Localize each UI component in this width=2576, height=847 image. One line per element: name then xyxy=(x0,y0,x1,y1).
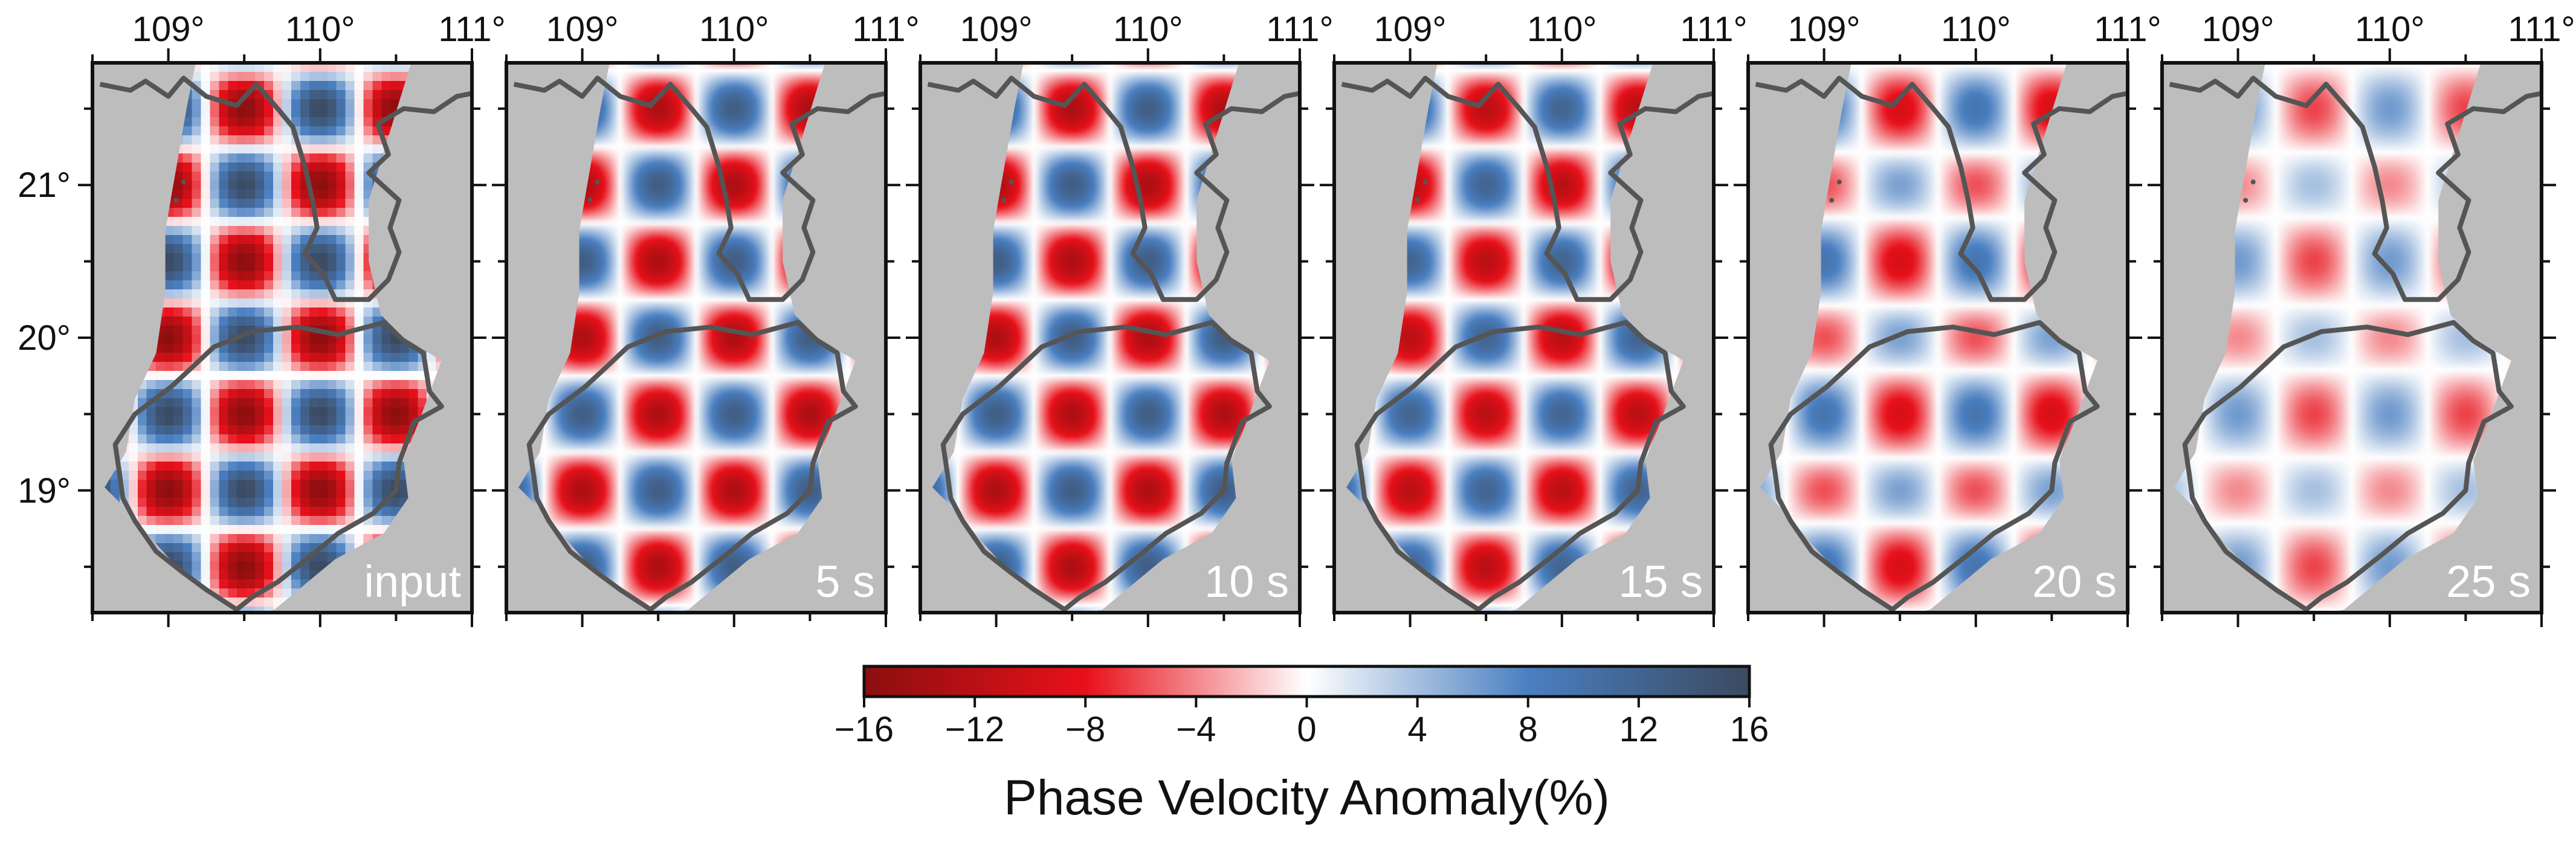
x-tick-label: 110° xyxy=(2355,10,2425,49)
coastline-mainland xyxy=(513,76,886,302)
panel-label: 15 s xyxy=(1618,556,1703,607)
colorbar-tick-label: −12 xyxy=(945,710,1004,749)
x-tick-label: 111° xyxy=(2094,10,2161,49)
coastline-mainland xyxy=(1755,76,2128,302)
panel-label: 5 s xyxy=(815,556,875,607)
island-mark xyxy=(1001,198,1007,203)
island-mark xyxy=(1415,198,1421,203)
coastline-hainan xyxy=(940,320,1272,612)
panel-label: 25 s xyxy=(2446,556,2531,607)
x-tick-label: 111° xyxy=(1680,10,1747,49)
map-panel: 109° 110° 111° 5 s xyxy=(492,10,920,627)
colorbar: −16 −12 −8 −4 0 4 8 12 16 Phase Velocity Anomaly… xyxy=(834,665,1769,825)
x-tick-label: 111° xyxy=(438,10,505,49)
x-tick-label: 110° xyxy=(1941,10,2011,49)
y-tick-label: 19° xyxy=(18,471,71,510)
panel-label: input xyxy=(364,556,462,607)
colorbar-ticks: −16 −12 −8 −4 0 4 8 12 16 xyxy=(834,697,1769,749)
y-tick-label: 21° xyxy=(18,166,71,205)
colorbar-title: Phase Velocity Anomaly(%) xyxy=(1004,770,1610,825)
island-mark xyxy=(1829,198,1835,203)
coastline-hainan xyxy=(1768,320,2100,612)
panel-label: 10 s xyxy=(1204,556,1289,607)
map-panel: 109° 110° 111° 15 s xyxy=(1320,10,1748,627)
island-mark xyxy=(1836,179,1842,185)
map-panel: 109° 110° 111° 25 s xyxy=(2148,10,2575,627)
x-tick-label: 111° xyxy=(852,10,919,49)
map-panel: 109° 110° 111° 20 s xyxy=(1734,10,2161,627)
colorbar-tick-label: 16 xyxy=(1730,710,1769,749)
panel-label: 20 s xyxy=(2032,556,2117,607)
map-panel: 109° 110° 111° 19° 20° 21° input xyxy=(18,10,506,627)
colorbar-tick-label: 0 xyxy=(1297,710,1316,749)
island-mark xyxy=(181,179,186,185)
y-tick-label: 20° xyxy=(18,318,71,358)
colorbar-tick-label: 8 xyxy=(1519,710,1538,749)
island-mark xyxy=(173,198,179,203)
x-tick-label: 110° xyxy=(1527,10,1597,49)
coastline-mainland xyxy=(1341,76,1714,302)
island-mark xyxy=(1422,179,1428,185)
coastline-hainan xyxy=(1354,320,1686,612)
x-tick-label: 109° xyxy=(960,10,1033,49)
x-tick-label: 109° xyxy=(132,10,205,49)
coastline-mainland xyxy=(927,76,1300,302)
colorbar-tick-label: −8 xyxy=(1065,710,1105,749)
island-mark xyxy=(2250,179,2256,185)
colorbar-tick-label: 12 xyxy=(1619,710,1659,749)
x-tick-label: 109° xyxy=(2202,10,2274,49)
x-tick-label: 109° xyxy=(546,10,619,49)
coastline-hainan xyxy=(112,320,444,612)
x-tick-label: 111° xyxy=(2508,10,2575,49)
island-mark xyxy=(2243,198,2248,203)
coastline-mainland xyxy=(2169,76,2542,302)
colorbar-tick-label: −16 xyxy=(834,710,894,749)
map-panels: 109° 110° 111° 19° 20° 21° input 109° 110° 111° 5 … xyxy=(18,10,2575,627)
x-tick-label: 109° xyxy=(1374,10,1447,49)
colorbar-tick-label: −4 xyxy=(1176,710,1216,749)
colorbar-gradient xyxy=(862,665,1751,698)
x-tick-label: 109° xyxy=(1788,10,1861,49)
colorbar-tick-label: 4 xyxy=(1407,710,1427,749)
coastline-hainan xyxy=(526,320,858,612)
x-tick-label: 110° xyxy=(285,10,355,49)
x-tick-label: 111° xyxy=(1266,10,1333,49)
coastline-mainland xyxy=(99,76,473,302)
island-mark xyxy=(1009,179,1014,185)
coastline-hainan xyxy=(2182,320,2514,612)
island-mark xyxy=(587,198,593,203)
x-tick-label: 110° xyxy=(1113,10,1183,49)
map-panel: 109° 110° 111° 10 s xyxy=(906,10,1334,627)
island-mark xyxy=(595,179,600,185)
x-tick-label: 110° xyxy=(699,10,769,49)
